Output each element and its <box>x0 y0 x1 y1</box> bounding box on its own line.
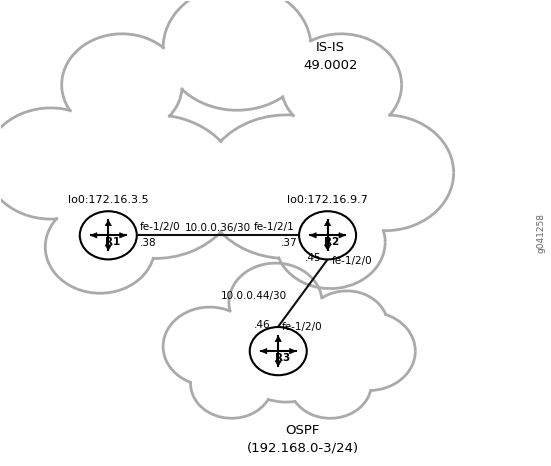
Circle shape <box>202 115 371 259</box>
FancyArrow shape <box>105 220 111 235</box>
Text: fe-1/2/0: fe-1/2/0 <box>139 222 180 232</box>
Circle shape <box>250 327 307 375</box>
FancyArrow shape <box>90 233 109 238</box>
Circle shape <box>0 108 116 219</box>
Text: .38: .38 <box>139 238 156 247</box>
Text: lo0:172.16.3.5: lo0:172.16.3.5 <box>68 195 149 205</box>
Text: OSPF
(192.168.0-3/24): OSPF (192.168.0-3/24) <box>247 424 359 455</box>
FancyArrow shape <box>261 349 278 354</box>
Circle shape <box>289 349 371 418</box>
Text: fe-1/2/0: fe-1/2/0 <box>332 256 372 266</box>
Circle shape <box>191 349 273 418</box>
Circle shape <box>80 211 137 260</box>
Circle shape <box>45 200 155 293</box>
FancyArrow shape <box>325 235 331 250</box>
Circle shape <box>163 0 311 110</box>
Text: .45: .45 <box>304 254 321 263</box>
FancyArrow shape <box>275 336 282 351</box>
FancyArrow shape <box>109 233 126 238</box>
Text: IS-IS
49.0002: IS-IS 49.0002 <box>303 41 358 73</box>
Circle shape <box>229 263 322 342</box>
FancyArrow shape <box>275 351 282 366</box>
Text: 10.0.0.44/30: 10.0.0.44/30 <box>220 290 287 301</box>
Circle shape <box>322 312 415 391</box>
FancyArrow shape <box>278 349 296 354</box>
Text: fe-1/2/0: fe-1/2/0 <box>282 322 323 332</box>
Text: R3: R3 <box>275 353 290 363</box>
Circle shape <box>276 196 385 288</box>
Circle shape <box>317 115 453 231</box>
FancyArrow shape <box>310 233 328 238</box>
Circle shape <box>163 307 256 386</box>
Text: .37: .37 <box>281 238 298 247</box>
Text: lo0:172.16.9.7: lo0:172.16.9.7 <box>287 195 368 205</box>
Text: R1: R1 <box>105 237 120 247</box>
Text: g041258: g041258 <box>537 213 546 253</box>
Circle shape <box>62 34 182 136</box>
FancyArrow shape <box>105 235 111 250</box>
Circle shape <box>70 115 240 259</box>
FancyArrow shape <box>325 220 331 235</box>
Circle shape <box>281 34 402 136</box>
Circle shape <box>299 211 356 260</box>
Text: fe-1/2/1: fe-1/2/1 <box>254 222 295 232</box>
Text: .46: .46 <box>253 320 270 330</box>
Circle shape <box>231 309 341 402</box>
Circle shape <box>306 291 388 360</box>
Text: 10.0.0.36/30: 10.0.0.36/30 <box>185 223 251 233</box>
Text: R2: R2 <box>324 237 339 247</box>
FancyArrow shape <box>328 233 345 238</box>
